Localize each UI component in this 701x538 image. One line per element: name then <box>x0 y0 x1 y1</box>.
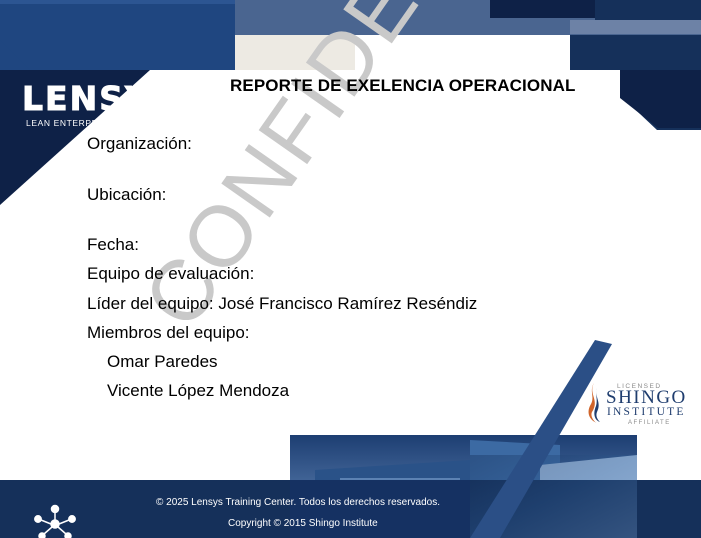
team-member: Omar Paredes <box>107 352 218 371</box>
shingo-affiliate-label: AFFILIATE <box>628 420 671 426</box>
field-organizacion: Organización: <box>87 134 192 153</box>
shingo-logo: LICENSED SHINGO INSTITUTE AFFILIATE <box>585 378 695 430</box>
lensys-tagline: LEAN ENTERPRISE SYSTEMS <box>26 118 162 128</box>
lensys-wordmark: LENSYS <box>22 79 177 118</box>
footer-lensys-copyright: © 2025 Lensys Training Center. Todos los… <box>156 497 441 508</box>
shingo-institute-label: INSTITUTE <box>607 406 686 418</box>
shingo-licensed-label: LICENSED <box>617 383 662 390</box>
footer-shingo-copyright: Copyright © 2015 Shingo Institute <box>228 518 378 529</box>
team-member: Vicente López Mendoza <box>107 381 290 400</box>
shingo-flame-icon <box>588 383 600 423</box>
report-title: REPORTE DE EXELENCIA OPERACIONAL <box>230 76 576 95</box>
field-miembros-equipo: Miembros del equipo: <box>87 323 250 342</box>
network-people-icon <box>34 504 76 538</box>
field-equipo-evaluacion: Equipo de evaluación: <box>87 264 255 283</box>
shingo-name: SHINGO <box>606 387 687 408</box>
field-lider-equipo: Líder del equipo: José Francisco Ramírez… <box>87 294 478 313</box>
field-ubicacion: Ubicación: <box>87 185 167 204</box>
field-fecha: Fecha: <box>87 235 139 254</box>
lensys-logo: LENSYS LEAN ENTERPRISE SYSTEMS <box>22 79 177 129</box>
